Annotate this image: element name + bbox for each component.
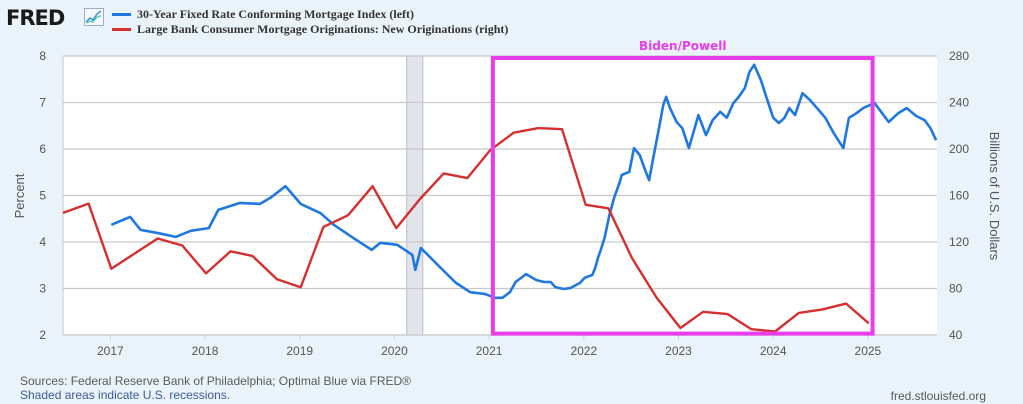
y-tick-label: 6 [39, 142, 46, 156]
y2-axis-label: Billions of U.S. Dollars [987, 132, 1002, 261]
y-tick-label: 5 [39, 189, 46, 203]
fred-logo: FRED [6, 6, 65, 30]
y-tick-label: 7 [39, 96, 46, 110]
y-tick-label: 2 [39, 328, 46, 342]
legend-swatch-blue [112, 13, 131, 16]
chart-legend: 30-Year Fixed Rate Conforming Mortgage I… [112, 7, 508, 37]
legend-label: 30-Year Fixed Rate Conforming Mortgage I… [137, 7, 415, 21]
sources-note: Sources: Federal Reserve Bank of Philade… [20, 374, 412, 388]
y-tick-label: 3 [39, 282, 46, 296]
series-line-originations [62, 126, 870, 333]
recession-note[interactable]: Shaded areas indicate U.S. recessions. [20, 388, 231, 402]
y2-tick-label: 200 [949, 142, 969, 156]
y2-tick-label: 160 [949, 189, 969, 203]
x-tick-label: 2023 [665, 344, 692, 358]
biden-powell-annotation-label: Biden/Powell [639, 39, 726, 53]
y-axis-label: Percent [12, 173, 27, 218]
legend-entry-mortgage-index[interactable]: 30-Year Fixed Rate Conforming Mortgage I… [112, 7, 508, 22]
y2-tick-label: 120 [949, 235, 969, 249]
x-tick-label: 2024 [760, 344, 787, 358]
x-tick-label: 2020 [381, 344, 408, 358]
x-tick-label: 2025 [855, 344, 882, 358]
legend-label: Large Bank Consumer Mortgage Origination… [137, 22, 509, 36]
x-tick-label: 2018 [192, 344, 219, 358]
y2-tick-label: 40 [949, 328, 963, 342]
x-tick-label: 2019 [286, 344, 313, 358]
y2-tick-label: 280 [949, 49, 969, 63]
legend-swatch-red [112, 28, 131, 31]
y-tick-label: 8 [39, 49, 46, 63]
x-tick-label: 2017 [97, 344, 124, 358]
series-line-mortgage-index [110, 63, 938, 300]
y2-tick-label: 80 [949, 282, 963, 296]
line-chart-icon [84, 8, 104, 26]
x-tick-label: 2021 [476, 344, 503, 358]
y-tick-label: 4 [39, 235, 46, 249]
x-tick-label: 2022 [570, 344, 597, 358]
biden-powell-annotation-box [490, 56, 875, 336]
fred-site-link[interactable]: fred.stlouisfed.org [890, 389, 986, 403]
legend-entry-originations[interactable]: Large Bank Consumer Mortgage Origination… [112, 22, 508, 37]
y2-tick-label: 240 [949, 96, 969, 110]
